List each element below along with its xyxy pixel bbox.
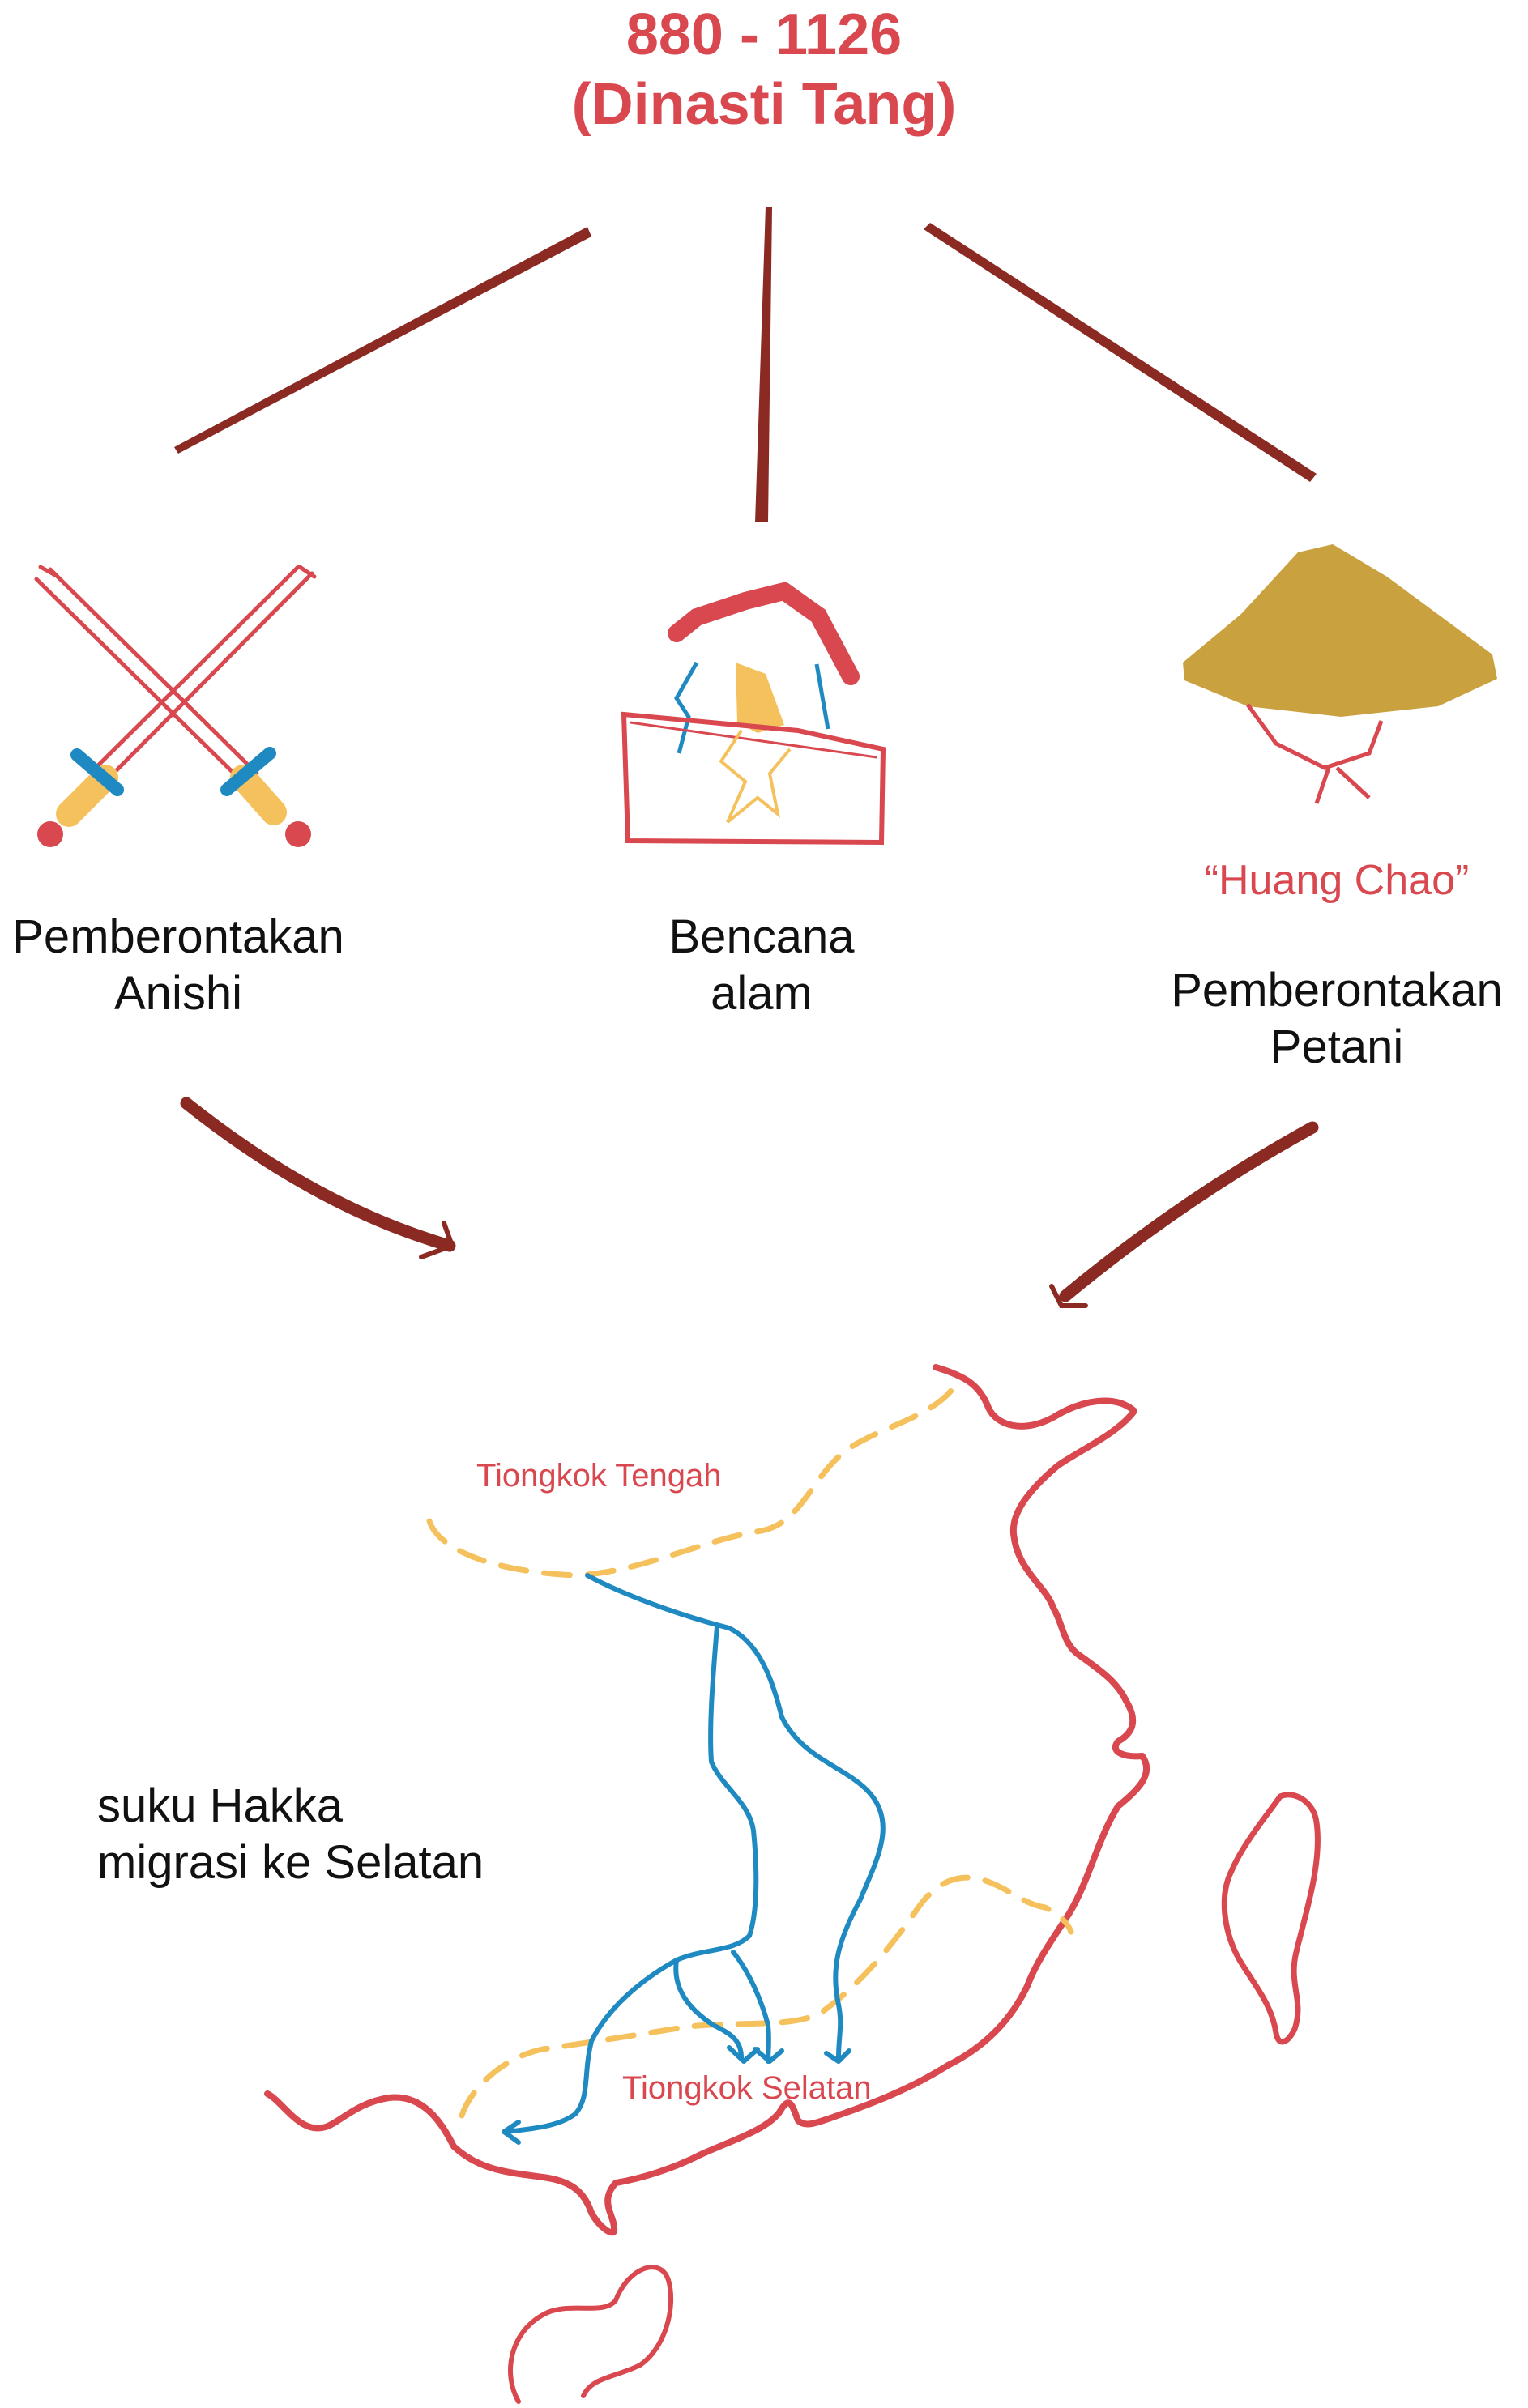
arrow-left [180,1097,456,1252]
arrows-to-map [180,1097,1319,1308]
cause-label-bencana: Bencana alam [640,909,883,1021]
cause-anishi-line1: Pemberontakan [12,910,344,963]
migration-note-line2: migrasi ke Selatan [97,1835,484,1889]
title-dynasty: (Dinasti Tang) [571,72,957,138]
hainan-island [508,2265,673,2404]
region-label-south: Tiongkok Selatan [622,2070,872,2106]
connector-right [924,223,1317,482]
taiwan-island [1221,1792,1321,2045]
conical-hat-icon [1183,544,1497,804]
border-south-china [459,1874,1074,2119]
china-map [264,1364,1321,2404]
huang-chao-quote: “Huang Chao” [1204,857,1470,904]
title-connectors [174,207,1317,522]
cause-petani-line1: Pemberontakan [1171,964,1503,1016]
title-years: 880 - 1126 [625,2,903,67]
cause-bencana-line1: Bencana [668,910,855,963]
arrow-right [1059,1121,1319,1302]
connector-center [755,207,772,522]
cause-petani-line2: Petani [1270,1020,1404,1073]
connector-left [174,227,591,454]
migration-note-line1: suku Hakka [97,1779,344,1832]
region-label-central: Tiongkok Tengah [476,1458,722,1494]
crossed-swords-icon [34,565,317,847]
border-central-china [426,1383,958,1579]
coastline [264,1364,1150,2236]
cause-label-anishi: Pemberontakan Anishi [0,909,356,1021]
cause-bencana-line2: alam [711,966,813,1020]
earthquake-house-icon [621,582,886,846]
migration-routes [502,1573,886,2145]
cause-anishi-line2: Anishi [114,966,242,1020]
migration-note: suku Hakka migrasi ke Selatan [97,1778,484,1890]
cause-label-petani: Pemberontakan Petani [1150,962,1523,1075]
diagram-title: 880 - 1126 (Dinasti Tang) [440,0,1088,140]
